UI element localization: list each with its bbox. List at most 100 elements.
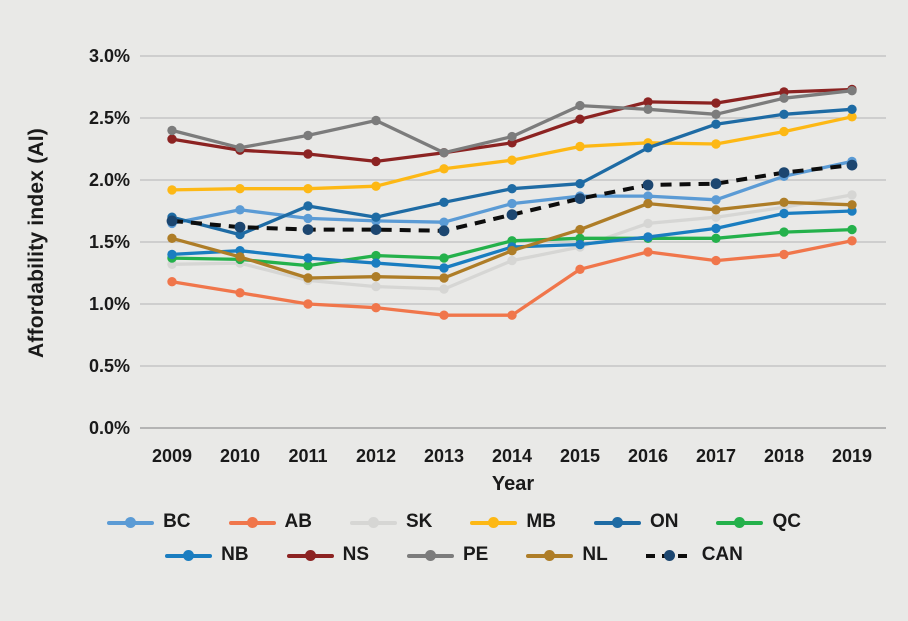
data-point: [303, 201, 313, 211]
legend-swatch-MB: [470, 516, 518, 529]
data-point: [643, 232, 653, 242]
data-point: [711, 205, 721, 215]
legend-marker-ON: [611, 516, 623, 528]
data-point: [439, 310, 449, 320]
data-point: [167, 185, 177, 195]
x-axis-tick-label: 2013: [424, 446, 464, 466]
data-point: [778, 167, 790, 179]
data-point: [779, 93, 789, 103]
y-axis-tick-label: 3.0%: [89, 46, 130, 66]
data-point: [507, 184, 517, 194]
x-axis-tick-label: 2012: [356, 446, 396, 466]
data-point: [235, 184, 245, 194]
data-point: [303, 130, 313, 141]
data-point: [370, 224, 382, 236]
data-point: [711, 109, 721, 120]
legend-swatch-NL: [526, 549, 574, 562]
data-point: [371, 181, 381, 191]
data-point: [575, 114, 585, 124]
data-point: [779, 227, 789, 237]
data-point: [166, 215, 178, 227]
data-point: [235, 288, 245, 298]
data-point: [371, 303, 381, 313]
data-point: [303, 299, 313, 309]
legend-swatch-CAN: [645, 549, 693, 562]
x-axis-tick-label: 2014: [492, 446, 532, 466]
data-point: [846, 159, 858, 171]
data-point: [575, 224, 585, 235]
legend-item-NL: NL: [526, 544, 608, 566]
data-point: [439, 217, 449, 227]
data-point: [371, 212, 381, 222]
data-point: [303, 213, 313, 224]
data-point: [167, 249, 177, 260]
legend-row: NB NS PE NL CAN: [0, 544, 908, 566]
data-point: [710, 178, 722, 190]
data-point: [507, 155, 517, 165]
y-axis-tick-label: 2.5%: [89, 108, 130, 128]
legend-swatch-PE: [407, 549, 454, 562]
legend-marker-SK: [367, 516, 379, 528]
data-point: [371, 156, 381, 167]
legend-item-SK: SK: [349, 511, 433, 533]
data-point: [847, 224, 857, 235]
legend-label: BC: [163, 511, 191, 532]
data-point: [643, 198, 653, 209]
data-point: [575, 239, 585, 250]
data-point: [711, 98, 721, 108]
data-point: [575, 179, 585, 189]
legend-label: PE: [463, 544, 489, 565]
data-point: [371, 281, 381, 292]
legend-marker-BC: [125, 516, 137, 528]
data-point: [711, 223, 721, 234]
data-point: [847, 200, 857, 210]
data-point: [439, 164, 449, 174]
legend-marker-CAN: [663, 549, 675, 561]
data-point: [439, 273, 449, 283]
data-point: [779, 208, 789, 219]
data-point: [371, 272, 381, 282]
series-line-NS: [171, 87, 853, 164]
x-axis-tick-label: 2009: [152, 446, 192, 466]
data-point: [779, 197, 789, 207]
data-point: [575, 100, 585, 111]
data-point: [303, 253, 313, 263]
data-point: [235, 252, 245, 262]
legend-label: AB: [284, 511, 312, 532]
data-point: [235, 205, 245, 215]
legend-label: NL: [582, 544, 608, 565]
data-point: [575, 141, 585, 152]
data-point: [439, 263, 449, 273]
data-point: [711, 212, 721, 222]
data-point: [235, 229, 245, 240]
data-point: [779, 249, 789, 260]
legend-marker-NL: [544, 549, 556, 561]
data-point: [439, 197, 449, 207]
data-point: [711, 195, 721, 205]
data-point: [643, 143, 653, 153]
data-point: [574, 193, 586, 205]
legend-label: QC: [772, 511, 801, 532]
legend-marker-QC: [734, 516, 746, 528]
legend-row: BC AB SK MB ON QC: [0, 511, 908, 533]
x-axis-tick-label: 2015: [560, 446, 600, 466]
data-point: [847, 112, 857, 122]
legend-item-QC: QC: [716, 511, 801, 533]
legend-label: SK: [405, 511, 433, 532]
y-axis-tick-label: 0.0%: [89, 418, 130, 438]
legend-swatch-BC: [107, 516, 155, 529]
x-axis-tick-label: 2010: [220, 446, 260, 466]
data-point: [643, 104, 653, 115]
legend-item-ON: ON: [593, 511, 678, 533]
data-point: [643, 218, 653, 229]
y-axis-tick-label: 1.5%: [89, 232, 130, 252]
legend-label: NB: [221, 544, 249, 565]
legend-swatch-NS: [286, 549, 334, 562]
data-point: [779, 109, 789, 120]
legend-item-BC: BC: [107, 511, 191, 533]
x-axis-tick-label: 2018: [764, 446, 804, 466]
x-axis-tick-label: 2019: [832, 446, 872, 466]
data-point: [438, 225, 450, 237]
data-point: [167, 134, 177, 144]
